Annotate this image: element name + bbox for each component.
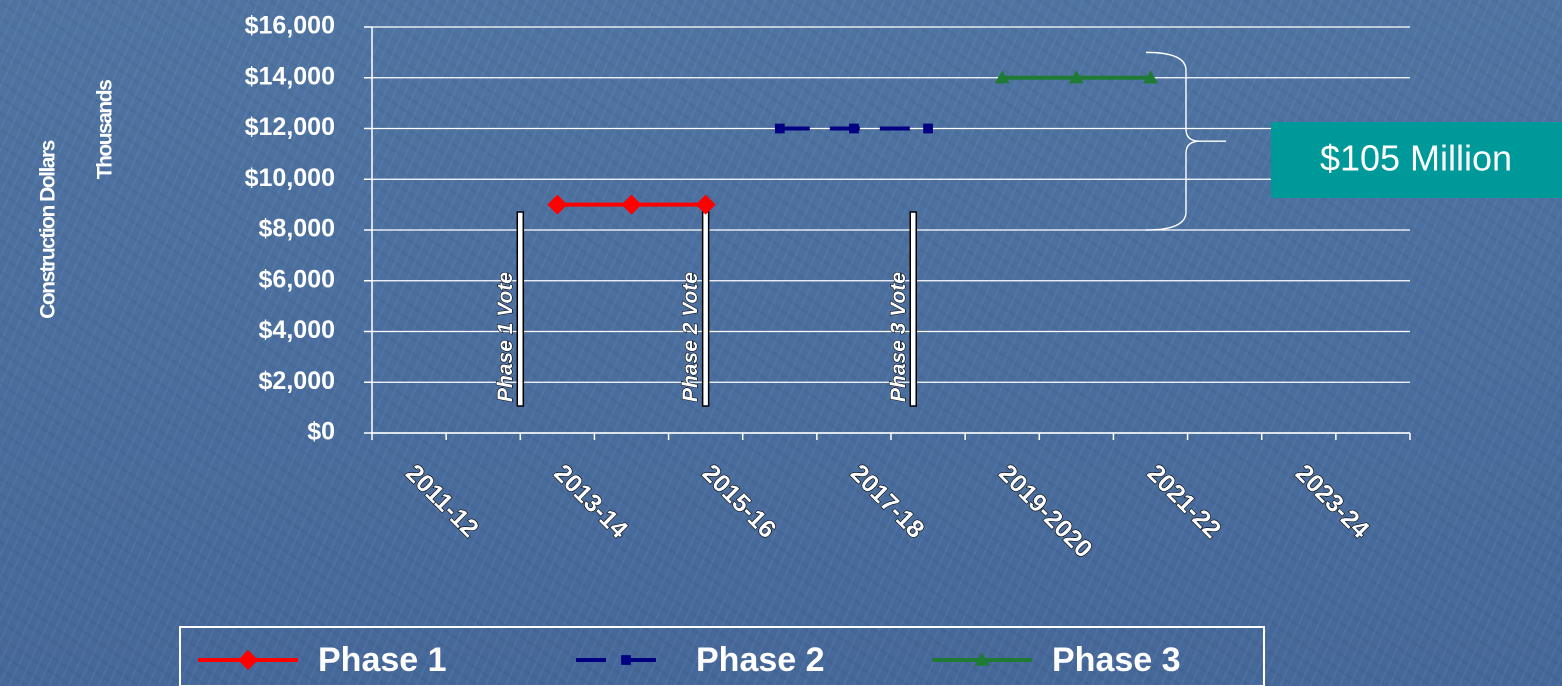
y-tick-label: $10,000: [245, 164, 335, 192]
x-tick-label: 2013-14: [548, 459, 633, 544]
vote-marker-bar: [516, 211, 525, 407]
triangle-marker: [974, 652, 990, 666]
y-axis-label: Construction Dollars: [37, 140, 60, 319]
y-tick-label: $12,000: [245, 113, 335, 141]
vote-marker-bar: [701, 211, 710, 407]
x-tick-label: 2021-22: [1142, 459, 1227, 544]
square-marker: [923, 123, 933, 134]
callout-bracket: [1145, 51, 1226, 231]
x-tick-label: 2015-16: [697, 459, 782, 544]
vote-annotation: Phase 3 Vote: [886, 211, 917, 407]
y-tick-label: $14,000: [245, 62, 335, 90]
legend-label: Phase 1: [318, 641, 447, 679]
diamond-marker: [547, 194, 568, 215]
legend-item-phase-2: Phase 2: [576, 641, 825, 679]
axes: [364, 26, 1411, 440]
total-callout: $105 Million: [1145, 51, 1562, 231]
x-tick-label: 2011-12: [400, 459, 484, 543]
legend-label: Phase 2: [696, 641, 825, 679]
y-tick-label: $4,000: [259, 316, 335, 344]
axis-titles: Construction Dollars Thousands: [37, 80, 117, 319]
vote-label: Phase 2 Vote: [679, 272, 702, 402]
x-tick-labels: 2011-12 2013-14 2015-16 2017-18 2019-2020 202…: [400, 459, 1376, 565]
vote-annotations: Phase 1 Vote Phase 2 Vote Phase 3 Vote: [493, 211, 917, 407]
x-tick-label: 2017-18: [845, 459, 930, 544]
y-tick-label: $16,000: [245, 12, 335, 40]
series: [547, 70, 1158, 215]
x-tick-label: 2019-2020: [993, 459, 1097, 563]
x-tick-label: 2023-24: [1290, 459, 1375, 544]
y-axis-unit: Thousands: [94, 80, 117, 179]
y-tick-label: $0: [307, 418, 335, 446]
y-tick-label: $2,000: [259, 367, 335, 395]
legend-label: Phase 3: [1052, 641, 1181, 679]
legend-item-phase-1: Phase 1: [198, 641, 447, 679]
diamond-marker: [695, 194, 716, 215]
callout-label: $105 Million: [1320, 138, 1512, 179]
vote-label: Phase 1 Vote: [494, 272, 517, 402]
square-marker: [774, 123, 785, 134]
series-phase-2: [774, 123, 933, 134]
diamond-marker: [238, 650, 258, 670]
square-marker: [621, 655, 631, 665]
legend: Phase 1 Phase 2 Phase 3: [179, 626, 1265, 686]
triangle-marker: [1068, 70, 1084, 84]
square-marker: [849, 123, 859, 134]
vote-annotation: Phase 1 Vote: [493, 211, 525, 407]
callout-box: [1271, 122, 1562, 198]
y-tick-labels: $16,000 $14,000 $12,000 $10,000 $8,000 $6,000…: [245, 12, 335, 446]
triangle-marker: [994, 70, 1010, 84]
vote-marker-bar: [909, 211, 917, 407]
diamond-marker: [621, 194, 642, 215]
legend-box: [179, 626, 1265, 686]
y-tick-label: $8,000: [259, 215, 335, 243]
legend-item-phase-3: Phase 3: [932, 641, 1181, 679]
series-phase-1: [547, 194, 716, 215]
triangle-marker: [1143, 70, 1158, 84]
vote-annotation: Phase 2 Vote: [679, 211, 710, 407]
series-phase-3: [994, 70, 1158, 84]
y-tick-label: $6,000: [259, 265, 335, 293]
vote-label: Phase 3 Vote: [887, 272, 910, 402]
